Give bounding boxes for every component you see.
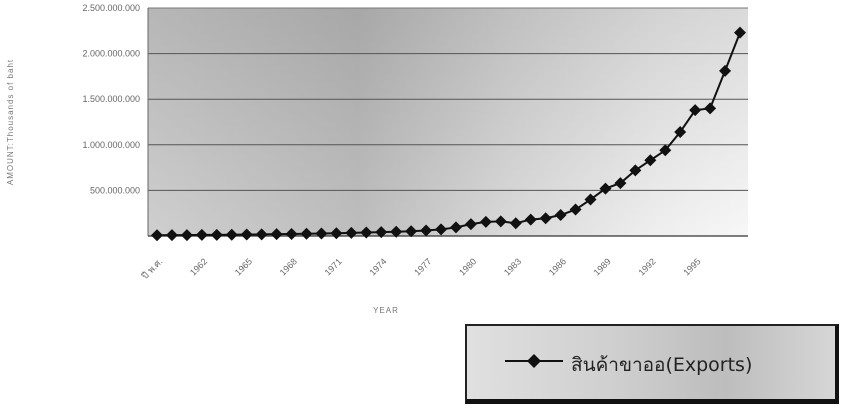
data-point bbox=[255, 228, 268, 241]
y-axis-title: AMOUNT:Thousands of baht bbox=[6, 59, 15, 185]
x-axis-title: YEAR bbox=[373, 306, 399, 315]
x-tick-label: 1968 bbox=[278, 256, 299, 277]
x-tick-label: 1983 bbox=[502, 256, 523, 277]
data-point bbox=[494, 215, 507, 228]
x-tick-label: 1962 bbox=[188, 256, 209, 277]
data-point bbox=[151, 229, 163, 242]
data-point bbox=[659, 144, 672, 157]
data-point bbox=[629, 164, 642, 177]
legend-label: สินค้าขาออ(Exports) bbox=[571, 354, 753, 376]
x-tick-label: 1965 bbox=[233, 256, 254, 277]
data-point bbox=[509, 217, 522, 230]
data-point bbox=[390, 225, 403, 238]
data-point bbox=[300, 227, 313, 240]
data-point bbox=[464, 218, 477, 231]
data-point bbox=[719, 64, 732, 77]
data-point bbox=[435, 223, 448, 236]
x-tick-label: 1989 bbox=[592, 256, 613, 277]
x-tick-label: 1980 bbox=[457, 256, 478, 277]
data-point bbox=[315, 227, 328, 240]
data-point bbox=[524, 213, 537, 226]
data-point bbox=[539, 212, 552, 225]
x-tick-label: 1992 bbox=[636, 256, 657, 277]
data-point bbox=[360, 226, 373, 239]
x-tick-label: 1977 bbox=[412, 256, 433, 277]
y-axis-ticks: 2.500.000.000 2.000.000.000 1.500.000.000 1… bbox=[82, 3, 140, 195]
legend: สินค้าขาออ(Exports) bbox=[465, 324, 839, 404]
data-point bbox=[180, 229, 193, 242]
x-tick-label: ปี พ.ศ. bbox=[140, 256, 165, 281]
data-point bbox=[345, 226, 358, 239]
data-point bbox=[554, 209, 567, 222]
data-point bbox=[210, 228, 223, 241]
x-tick-label: 1971 bbox=[323, 256, 344, 277]
data-point bbox=[165, 229, 178, 242]
data-point bbox=[584, 193, 597, 206]
data-point bbox=[270, 228, 283, 241]
x-tick-label: 1986 bbox=[547, 256, 568, 277]
data-point bbox=[240, 228, 253, 241]
data-point bbox=[599, 182, 612, 195]
data-point bbox=[195, 228, 208, 241]
data-point bbox=[614, 177, 627, 190]
data-point bbox=[285, 227, 298, 240]
data-point bbox=[225, 228, 238, 241]
series-line bbox=[156, 32, 741, 237]
data-point bbox=[674, 126, 687, 139]
data-point bbox=[644, 154, 657, 167]
data-point bbox=[375, 226, 388, 239]
data-point bbox=[479, 215, 492, 228]
legend-marker-icon bbox=[505, 354, 563, 368]
y-tick-label: 1.500.000.000 bbox=[82, 94, 140, 104]
y-tick-label: 2.000.000.000 bbox=[82, 49, 140, 59]
x-tick-label: 1995 bbox=[681, 256, 702, 277]
data-point bbox=[449, 221, 462, 234]
data-point bbox=[330, 227, 343, 240]
x-tick-label: 1974 bbox=[367, 256, 388, 277]
data-point bbox=[420, 224, 433, 237]
y-tick-label: 1.000.000.000 bbox=[82, 140, 140, 150]
data-point bbox=[569, 203, 582, 216]
x-axis-ticks: ปี พ.ศ. 1962 1965 1968 1971 1974 1977 1980 1983 1… bbox=[140, 256, 703, 281]
data-point bbox=[734, 26, 746, 39]
data-point bbox=[405, 225, 418, 238]
data-point bbox=[704, 102, 717, 115]
gridlines bbox=[148, 7, 748, 191]
data-point bbox=[689, 104, 702, 117]
y-tick-label: 500.000.000 bbox=[90, 185, 140, 195]
y-tick-label: 2.500.000.000 bbox=[82, 3, 140, 13]
series-exports bbox=[151, 26, 746, 242]
